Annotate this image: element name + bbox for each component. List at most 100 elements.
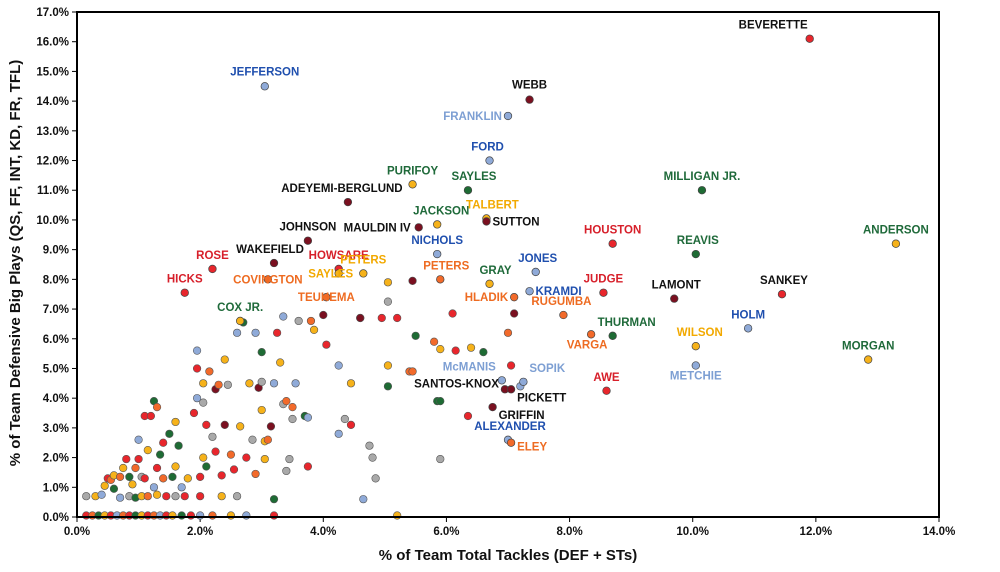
plot-frame: [76, 11, 940, 518]
scatter-point: [288, 402, 297, 412]
scatter-point: [340, 414, 349, 424]
scatter-point: [174, 441, 183, 450]
scatter-point: [257, 405, 266, 415]
scatter-point-labeled: [343, 197, 353, 207]
point-label: LAMONT: [652, 280, 701, 292]
scatter-point: [168, 511, 177, 520]
scatter-point: [229, 465, 239, 474]
scatter-point: [276, 358, 285, 367]
x-tick-label: 10.0%: [676, 526, 709, 538]
y-tick-label: 14.0%: [36, 96, 69, 108]
point-label: MORGAN: [842, 341, 894, 353]
x-tick-label: 12.0%: [800, 526, 833, 538]
scatter-point: [322, 340, 331, 349]
scatter-point: [248, 435, 257, 444]
scatter-point-labeled: [805, 34, 814, 43]
scatter-point: [196, 472, 205, 481]
scatter-point: [183, 474, 192, 483]
scatter-point: [448, 309, 457, 318]
scatter-point-labeled: [436, 275, 445, 284]
point-label: JACKSON: [413, 205, 469, 217]
point-label: ROSE: [196, 250, 229, 262]
scatter-point: [503, 328, 513, 337]
point-label: HLADIK: [465, 292, 509, 304]
y-tick-label: 16.0%: [36, 37, 69, 49]
point-label: GRAY: [479, 265, 511, 277]
point-label: ADEYEMI-BERGLUND: [281, 183, 402, 195]
scatter-point: [479, 348, 488, 357]
scatter-point-labeled: [525, 95, 534, 104]
scatter-point: [411, 331, 420, 340]
x-tick-label: 2.0%: [187, 526, 213, 538]
scatter-point-labeled: [559, 310, 568, 320]
scatter-point-labeled: [433, 220, 442, 229]
scatter-point-labeled: [691, 342, 700, 351]
point-label: MILLIGAN JR.: [664, 171, 741, 183]
scatter-point: [199, 398, 208, 407]
scatter-point: [165, 429, 174, 438]
scatter-point-labeled: [303, 236, 313, 245]
y-tick-label: 13.0%: [36, 126, 69, 138]
scatter-point: [306, 316, 316, 326]
scatter-point: [346, 420, 356, 430]
scatter-point: [208, 511, 217, 520]
scatter-point-labeled: [260, 82, 269, 91]
scatter-point-labeled: [463, 186, 473, 195]
point-label: RUGUMBA: [531, 296, 591, 308]
scatter-point-labeled: [599, 288, 608, 297]
scatter-point: [232, 328, 242, 337]
scatter-point: [436, 454, 445, 464]
x-tick-label: 8.0%: [556, 526, 582, 538]
scatter-point: [303, 462, 312, 471]
scatter-point-labeled: [608, 239, 617, 248]
scatter-point: [377, 313, 386, 323]
scatter-point: [309, 325, 319, 334]
scatter-point-labeled: [697, 186, 707, 195]
scatter-point-labeled: [269, 258, 279, 268]
scatter-point-labeled: [519, 377, 528, 386]
point-label: SAYLES: [451, 171, 496, 183]
scatter-point: [451, 346, 460, 355]
point-label: ELEY: [517, 442, 547, 454]
scatter-point: [115, 493, 125, 502]
scatter-point-labeled: [334, 269, 343, 278]
point-label: JONES: [518, 253, 557, 265]
scatter-point: [257, 348, 266, 357]
scatter-point-labeled: [586, 330, 596, 339]
scatter-point-labeled: [506, 438, 516, 447]
point-label: HOUSTON: [584, 225, 641, 237]
scatter-point-labeled: [691, 361, 700, 370]
scatter-point-labeled: [503, 111, 513, 121]
scatter-point-labeled: [359, 269, 368, 278]
point-label: PURIFOY: [387, 165, 438, 177]
scatter-point: [119, 463, 128, 473]
scatter-point: [149, 483, 159, 492]
scatter-point: [192, 364, 202, 373]
y-axis-title: % of Team Defensive Big Plays (QS, FF, I…: [7, 60, 24, 466]
scatter-point: [383, 382, 393, 391]
point-label: ALEXANDER: [474, 421, 546, 433]
scatter-point-labeled: [531, 267, 540, 277]
scatter-point: [371, 474, 380, 483]
point-label: JOHNSON: [279, 222, 336, 234]
scatter-point: [217, 471, 226, 480]
scatter-point: [260, 454, 269, 464]
point-label: METCHIE: [670, 371, 722, 383]
scatter-point-labeled: [322, 293, 331, 302]
point-label: FRANKLIN: [443, 111, 502, 123]
scatter-point-labeled: [433, 249, 442, 259]
scatter-point: [152, 490, 162, 499]
point-label: NICHOLS: [411, 235, 463, 247]
point-label: FORD: [471, 142, 504, 154]
y-tick-label: 15.0%: [36, 66, 69, 78]
scatter-point: [122, 454, 131, 464]
y-tick-label: 3.0%: [43, 423, 69, 435]
scatter-point-labeled: [236, 316, 245, 326]
scatter-point: [186, 511, 196, 520]
scatter-point-labeled: [777, 290, 787, 299]
point-label: SAYLES: [308, 268, 353, 280]
scatter-point: [282, 466, 291, 476]
scatter-point: [269, 379, 279, 388]
scatter-point: [463, 411, 473, 421]
point-label: KRAMDI: [536, 286, 582, 298]
